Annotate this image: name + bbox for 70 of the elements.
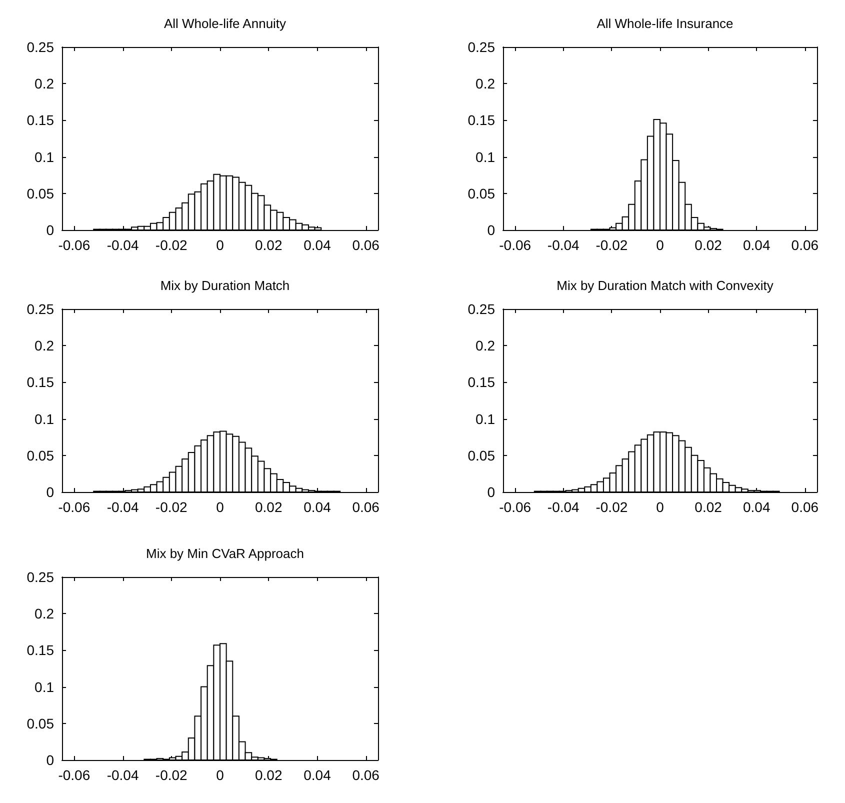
x-tick-label: 0.06 <box>352 499 380 515</box>
x-tick-label: 0.04 <box>304 237 332 253</box>
y-tick-label: 0 <box>46 222 54 238</box>
x-tick-label: -0.04 <box>106 499 139 515</box>
x-tick-label: 0 <box>656 499 664 515</box>
x-tick-label: -0.02 <box>155 767 188 783</box>
x-tick-label: 0.02 <box>694 499 722 515</box>
x-tick-label: -0.02 <box>155 237 188 253</box>
x-tick-label: -0.02 <box>155 499 188 515</box>
y-tick-label: 0.25 <box>26 569 54 585</box>
x-tick-label: 0 <box>216 237 224 253</box>
y-tick-label: 0.15 <box>468 112 496 128</box>
y-tick-label: 0.05 <box>26 715 54 732</box>
y-tick-label: 0.05 <box>468 447 496 464</box>
y-tick-label: 0.05 <box>26 447 54 464</box>
y-tick-label: 0.15 <box>26 374 54 390</box>
x-tick-label: -0.06 <box>58 767 90 783</box>
x-tick-label: 0.06 <box>352 237 380 253</box>
y-tick-label: 0.2 <box>34 338 54 354</box>
y-tick-label: 0.05 <box>26 185 54 202</box>
y-tick-label: 0.2 <box>34 76 54 92</box>
x-tick-label: -0.06 <box>58 237 90 253</box>
x-tick-label: 0.04 <box>742 499 770 515</box>
y-tick-label: 0.15 <box>468 374 496 390</box>
y-tick-label: 0.1 <box>34 410 54 427</box>
y-tick-label: 0.25 <box>468 39 496 55</box>
y-tick-label: 0.25 <box>468 301 496 317</box>
y-tick-label: 0.2 <box>476 76 496 92</box>
y-tick-label: 0 <box>46 752 54 768</box>
chart-title: All Whole-life Annuity <box>164 16 287 31</box>
y-tick-label: 0.25 <box>26 301 54 317</box>
x-tick-label: 0.02 <box>694 237 722 253</box>
y-tick-label: 0 <box>487 222 496 238</box>
y-tick-label: 0.2 <box>476 338 496 354</box>
y-tick-label: 0 <box>46 484 54 500</box>
x-tick-label: 0.06 <box>791 237 819 253</box>
x-tick-label: -0.02 <box>596 499 628 515</box>
x-tick-label: -0.06 <box>499 237 532 253</box>
y-tick-label: 0.1 <box>34 148 54 165</box>
x-tick-label: 0.02 <box>254 499 282 515</box>
y-tick-label: 0.15 <box>26 112 54 128</box>
y-tick-label: 0.1 <box>34 678 54 695</box>
y-tick-label: 0.1 <box>476 148 496 165</box>
x-tick-label: 0.06 <box>352 767 380 783</box>
x-tick-label: -0.06 <box>499 499 532 515</box>
x-tick-label: -0.04 <box>106 767 139 783</box>
y-tick-label: 0.1 <box>476 410 496 427</box>
x-tick-label: -0.06 <box>58 499 90 515</box>
x-tick-label: 0.04 <box>742 237 770 253</box>
x-tick-label: 0 <box>216 767 224 783</box>
x-tick-label: -0.04 <box>547 237 580 253</box>
y-tick-label: 0.25 <box>26 39 54 55</box>
chart-title: Mix by Duration Match <box>160 278 290 293</box>
chart-title: Mix by Min CVaR Approach <box>146 546 304 561</box>
y-tick-label: 0.15 <box>26 642 54 658</box>
x-tick-label: 0 <box>656 237 664 253</box>
x-tick-label: 0.04 <box>304 499 332 515</box>
x-tick-label: -0.04 <box>547 499 580 515</box>
x-tick-label: -0.02 <box>596 237 628 253</box>
x-tick-label: 0.02 <box>254 237 282 253</box>
chart-title: Mix by Duration Match with Convexity <box>556 278 774 293</box>
y-tick-label: 0 <box>487 484 496 500</box>
x-tick-label: 0.04 <box>304 767 332 783</box>
x-tick-label: 0.02 <box>254 767 282 783</box>
x-tick-label: 0.06 <box>791 499 819 515</box>
y-tick-label: 0.2 <box>34 606 54 622</box>
y-tick-label: 0.05 <box>468 185 496 202</box>
chart-title: All Whole-life Insurance <box>596 16 734 31</box>
x-tick-label: -0.04 <box>106 237 139 253</box>
x-tick-label: 0 <box>216 499 224 515</box>
